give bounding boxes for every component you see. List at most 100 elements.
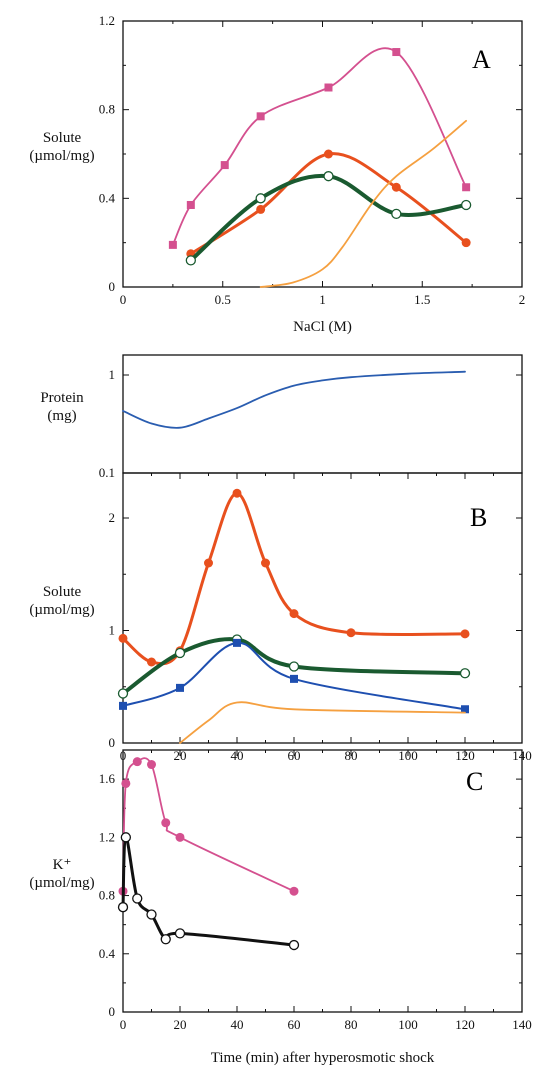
x-tick-label: 80 [345,1017,358,1032]
y-tick-label: 1.2 [99,829,115,844]
data-point [220,161,229,170]
y-axis-label: Protein [40,390,84,406]
x-tick-label: 0 [120,292,127,307]
y-axis-label: (µmol/mg) [29,602,94,618]
data-point [119,701,127,710]
x-tick-label: 120 [455,1017,475,1032]
data-point [461,705,469,714]
panel-b-chart: 012020406080100120140Solute(µmol/mg) [29,472,532,763]
y-axis-label: Solute [43,584,82,600]
series-line [121,835,296,947]
data-point [323,171,334,182]
plot-frame [122,749,523,1013]
y-axis-label: K⁺ [53,857,72,873]
y-axis-label: (µmol/mg) [29,148,94,164]
y-tick-label: 0.8 [99,888,115,903]
panel-a-letter: A [472,45,491,74]
data-point [147,760,156,770]
data-point [120,832,131,843]
y-tick-label: 1 [109,367,116,382]
data-point [288,661,300,672]
data-point [117,902,129,913]
series-line [122,757,295,893]
data-point [261,558,270,568]
data-point [288,939,300,951]
data-point [346,628,356,638]
data-point [146,909,157,920]
x-axis-label: NaCl (M) [293,319,352,335]
data-point [118,633,128,643]
data-point [233,638,241,647]
panel-protein-chart: 0.1 1 Protein (mg) [40,354,523,480]
data-point [391,208,402,220]
data-point [460,629,470,639]
data-point [460,199,472,211]
x-tick-label: 0 [120,1017,127,1032]
series-line [121,637,467,696]
panel-c-letter: C [466,767,483,796]
x-axis-label: Time (min) after hyperosmotic shock [211,1050,435,1066]
data-point [289,609,299,619]
panel-b-letter: B [470,503,487,532]
data-point [174,928,186,939]
data-point [461,238,471,248]
data-point [185,255,196,266]
data-point [289,886,299,896]
series-line [179,701,466,744]
data-point [186,200,195,209]
data-point [459,668,471,679]
y-tick-label: 0 [109,735,116,750]
data-point [290,674,298,683]
panel-a-chart: 0 0.4 0.8 1.2 0 0.5 1 1.5 2 Solute (µmol/mg) NaCl (… [29,13,525,335]
data-point [256,112,265,121]
data-point [175,832,185,842]
data-point [462,183,471,192]
data-point [256,204,266,214]
x-tick-label: 100 [398,1017,418,1032]
y-tick-label: 0.1 [99,465,115,480]
y-axis-label: (µmol/mg) [29,875,94,891]
x-tick-label: 40 [231,1017,244,1032]
y-tick-label: 1.2 [99,13,115,28]
data-point [160,934,171,945]
x-tick-label: 0.5 [215,292,231,307]
data-point [147,657,156,667]
data-point [204,558,213,568]
data-point [392,48,401,57]
y-axis-label: (mg) [47,408,76,424]
x-tick-label: 1.5 [414,292,430,307]
series-line [259,119,467,288]
panel-c-chart: 0 0.4 0.8 1.2 1.6 0 20 40 60 80 100 120 140 K⁺ (µmol/m… [29,749,532,1066]
plot-frame [122,20,523,288]
data-point [324,83,333,92]
y-tick-label: 0.4 [99,946,116,961]
data-point [174,647,186,659]
y-tick-label: 1.6 [99,771,116,786]
series-line [189,152,468,256]
x-tick-label: 20 [174,1017,187,1032]
data-point [121,778,131,788]
x-tick-label: 2 [519,292,526,307]
y-tick-label: 1 [109,623,116,638]
y-tick-label: 0 [109,279,116,294]
series-line [188,173,469,263]
y-axis-label: Solute [43,130,82,146]
data-point [391,182,401,192]
data-point [176,683,184,692]
data-point [132,893,143,904]
series-line [121,491,467,666]
y-tick-label: 2 [109,510,116,525]
y-tick-label: 0.8 [99,102,115,117]
data-point [323,149,333,159]
data-point [117,688,129,699]
data-point [255,193,266,204]
plot-frame [122,472,523,744]
series-line [122,370,466,429]
x-tick-label: 140 [512,1017,532,1032]
x-tick-label: 1 [319,292,326,307]
data-point [232,488,242,498]
series-line [122,641,466,711]
y-tick-label: 0 [109,1004,116,1019]
data-point [161,818,171,828]
